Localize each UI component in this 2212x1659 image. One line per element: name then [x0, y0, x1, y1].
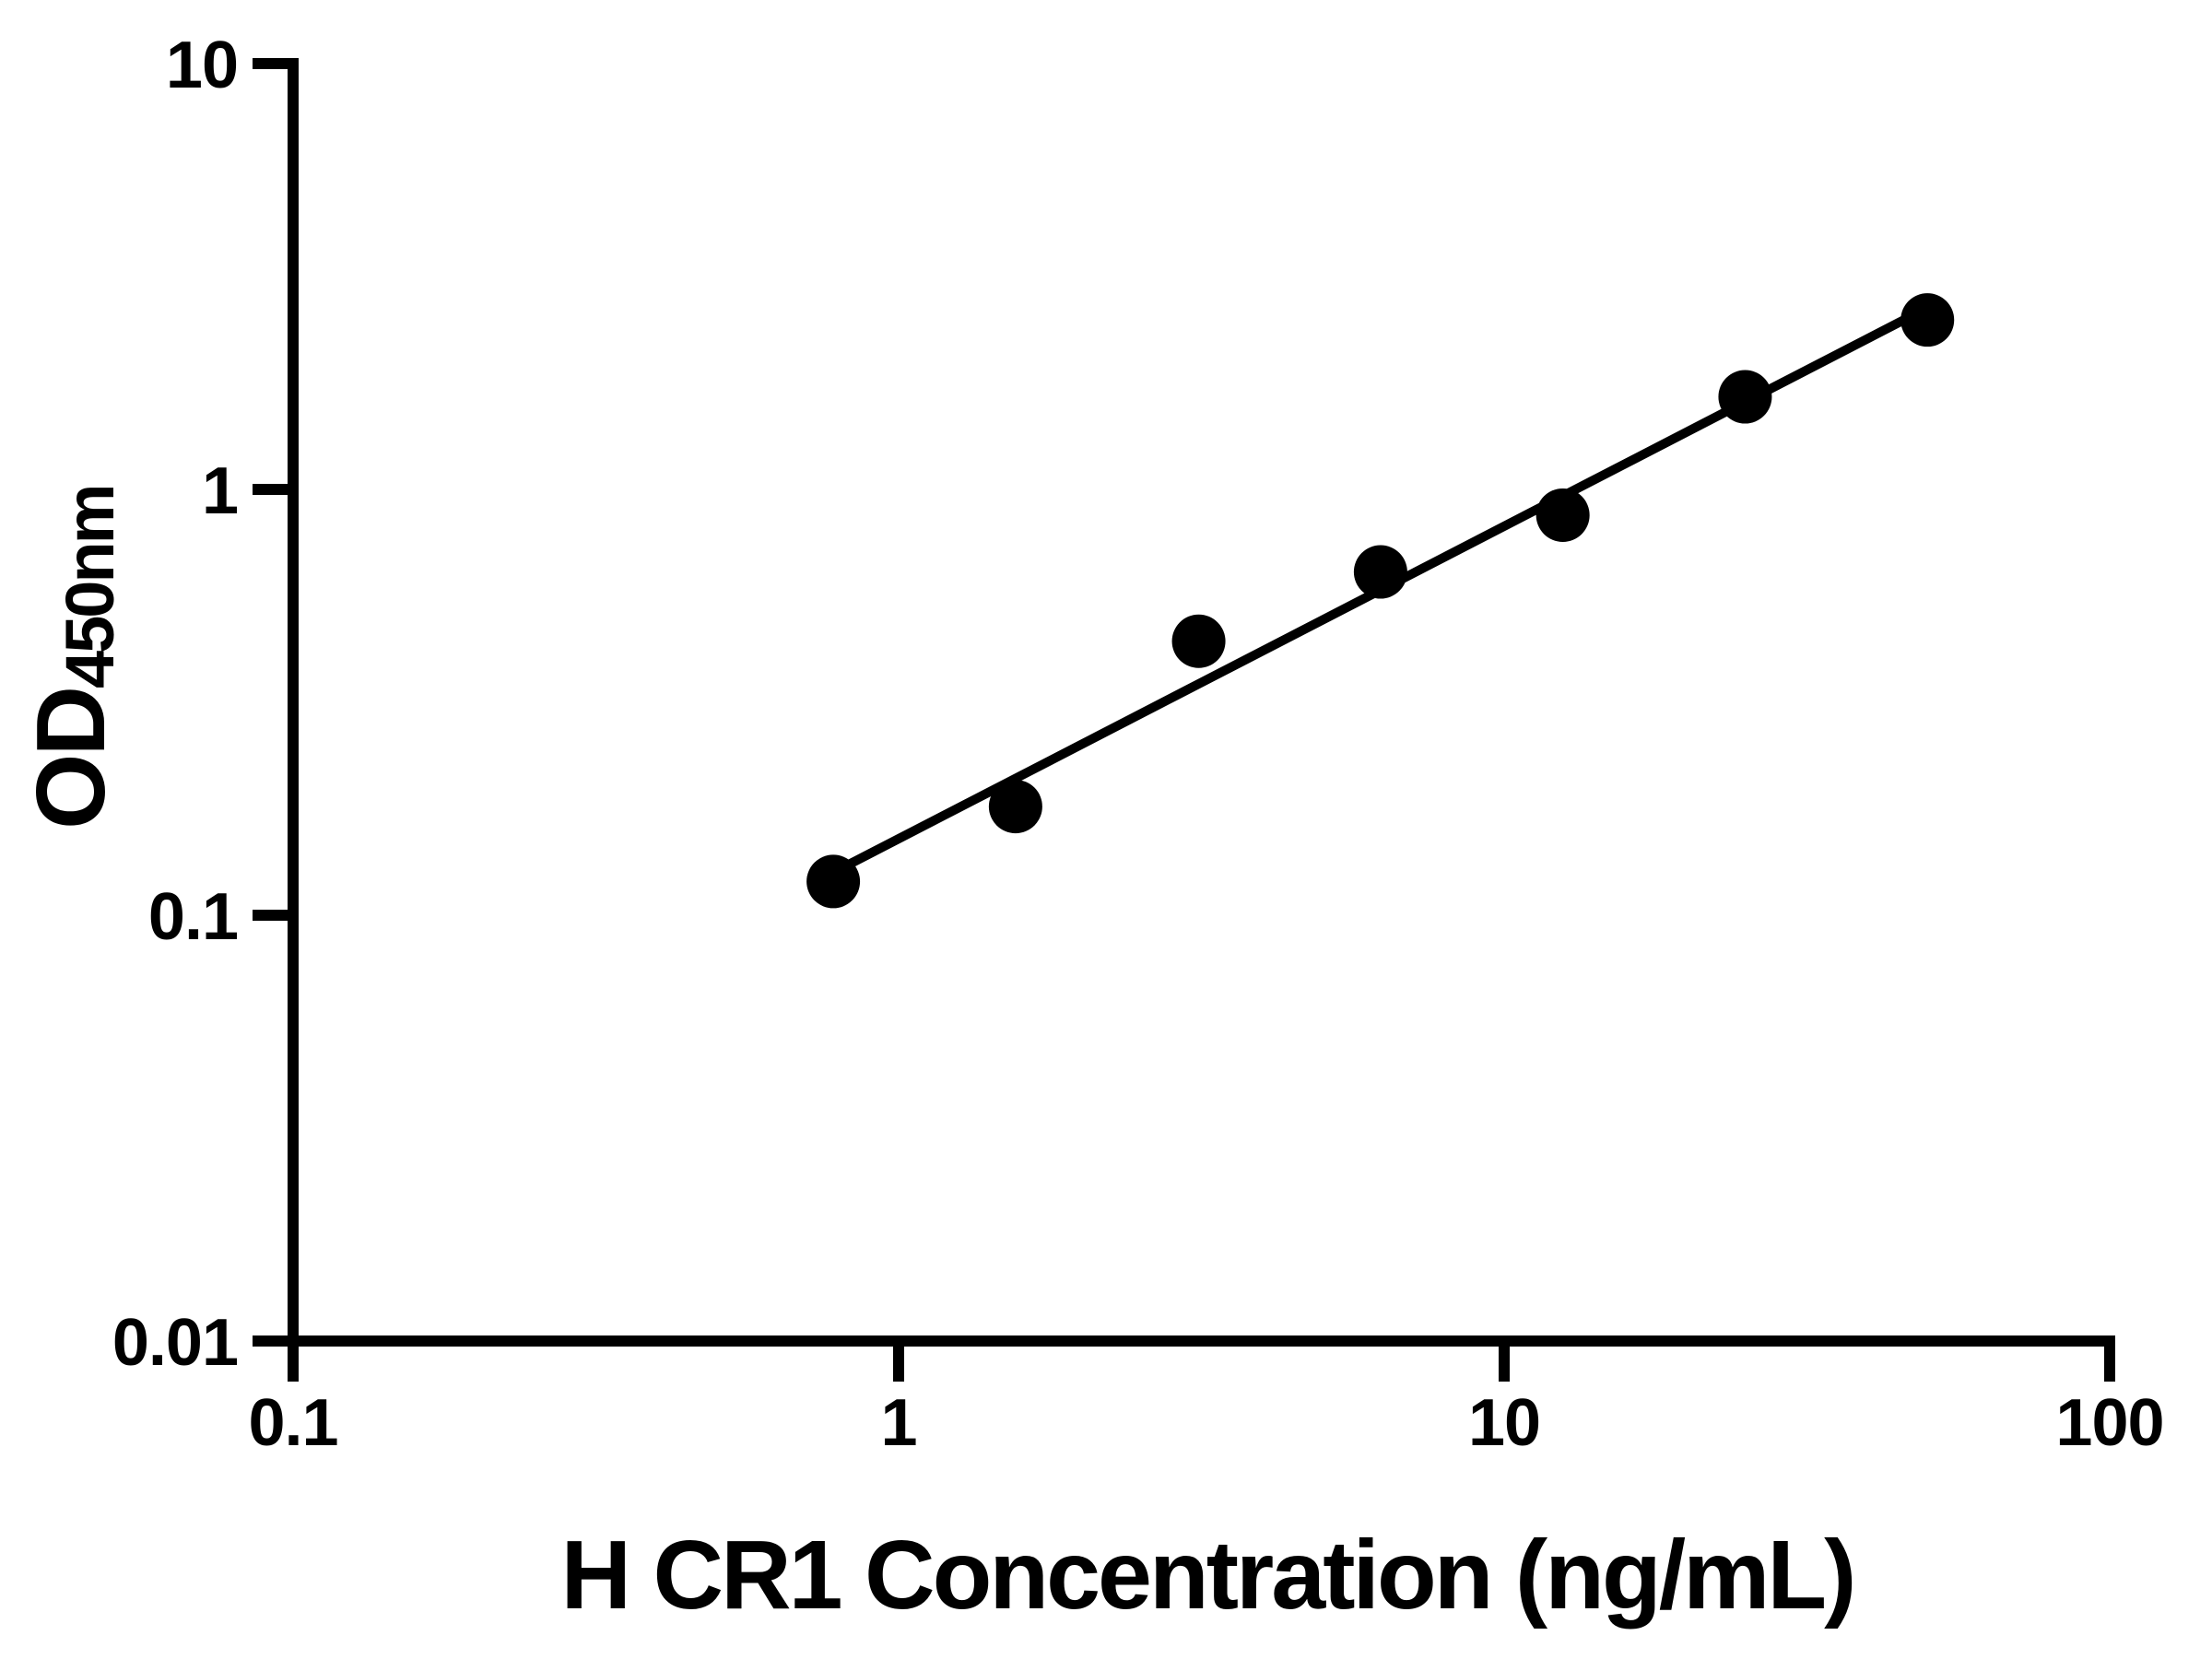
- data-point: [1171, 614, 1226, 668]
- x-tick-label: 10: [1468, 1386, 1540, 1460]
- data-point: [1535, 488, 1590, 542]
- y-axis-title: OD450nm: [17, 487, 128, 830]
- x-tick-label: 100: [2055, 1386, 2163, 1460]
- data-point: [1353, 545, 1407, 599]
- x-tick-label: 0.1: [248, 1386, 337, 1460]
- x-axis-title: H CR1 Concentration (ng/mL): [561, 1521, 1854, 1630]
- y-tick-label: 1: [202, 454, 238, 528]
- data-point: [1718, 370, 1772, 424]
- data-points-group: [806, 293, 1955, 909]
- data-point: [1900, 293, 1955, 347]
- y-tick-label: 0.01: [112, 1306, 238, 1380]
- y-axis-title-subscript: 450nm: [52, 487, 128, 688]
- y-axis-ticks: 0.01 0.1 1 10: [112, 29, 293, 1380]
- x-axis-ticks: 0.1 1 10 100: [248, 1341, 2165, 1460]
- data-point: [806, 854, 861, 909]
- y-tick-label: 0.1: [148, 880, 238, 954]
- axes: [288, 58, 2115, 1347]
- y-tick-label: 10: [166, 29, 238, 102]
- x-tick-label: 1: [880, 1386, 916, 1460]
- data-point: [988, 780, 1042, 834]
- y-axis-title-main: OD: [17, 688, 125, 830]
